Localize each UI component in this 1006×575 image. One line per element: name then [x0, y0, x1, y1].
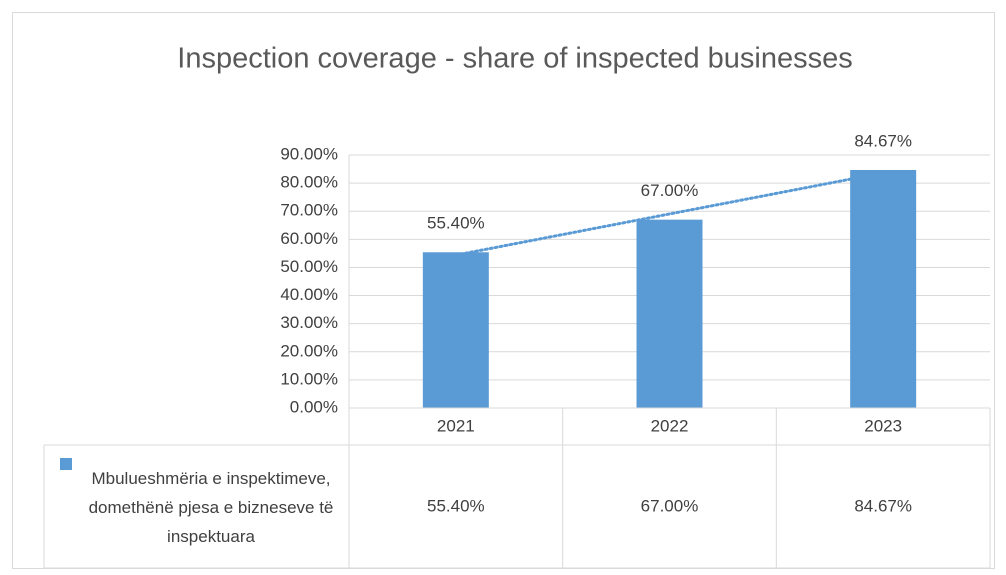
y-tick-label: 20.00% [280, 341, 338, 360]
chart-title: Inspection coverage - share of inspected… [177, 43, 852, 75]
y-tick-label: 60.00% [280, 229, 338, 248]
data-label: 67.00% [641, 181, 699, 200]
legend-label: Mbulueshmëria e inspektimeve, domethënë … [88, 468, 334, 546]
bar [850, 169, 917, 408]
chart-border [12, 12, 995, 569]
data-label: 55.40% [427, 214, 485, 233]
trendline [454, 171, 885, 257]
y-tick-label: 0.00% [290, 397, 338, 416]
bar [422, 252, 489, 408]
y-tick-label: 10.00% [280, 369, 338, 388]
bar [636, 219, 703, 408]
x-tick-label: 2022 [651, 416, 689, 435]
table-value: 84.67% [854, 496, 912, 515]
x-tick-label: 2021 [437, 416, 475, 435]
y-tick-label: 70.00% [280, 201, 338, 220]
legend-swatch [60, 458, 72, 470]
y-tick-label: 40.00% [280, 285, 338, 304]
x-tick-label: 2023 [864, 416, 902, 435]
y-tick-label: 50.00% [280, 257, 338, 276]
data-label: 84.67% [854, 131, 912, 150]
y-tick-label: 80.00% [280, 173, 338, 192]
y-tick-label: 30.00% [280, 313, 338, 332]
table-value: 67.00% [641, 496, 699, 515]
table-value: 55.40% [427, 496, 485, 515]
y-tick-label: 90.00% [280, 144, 338, 163]
